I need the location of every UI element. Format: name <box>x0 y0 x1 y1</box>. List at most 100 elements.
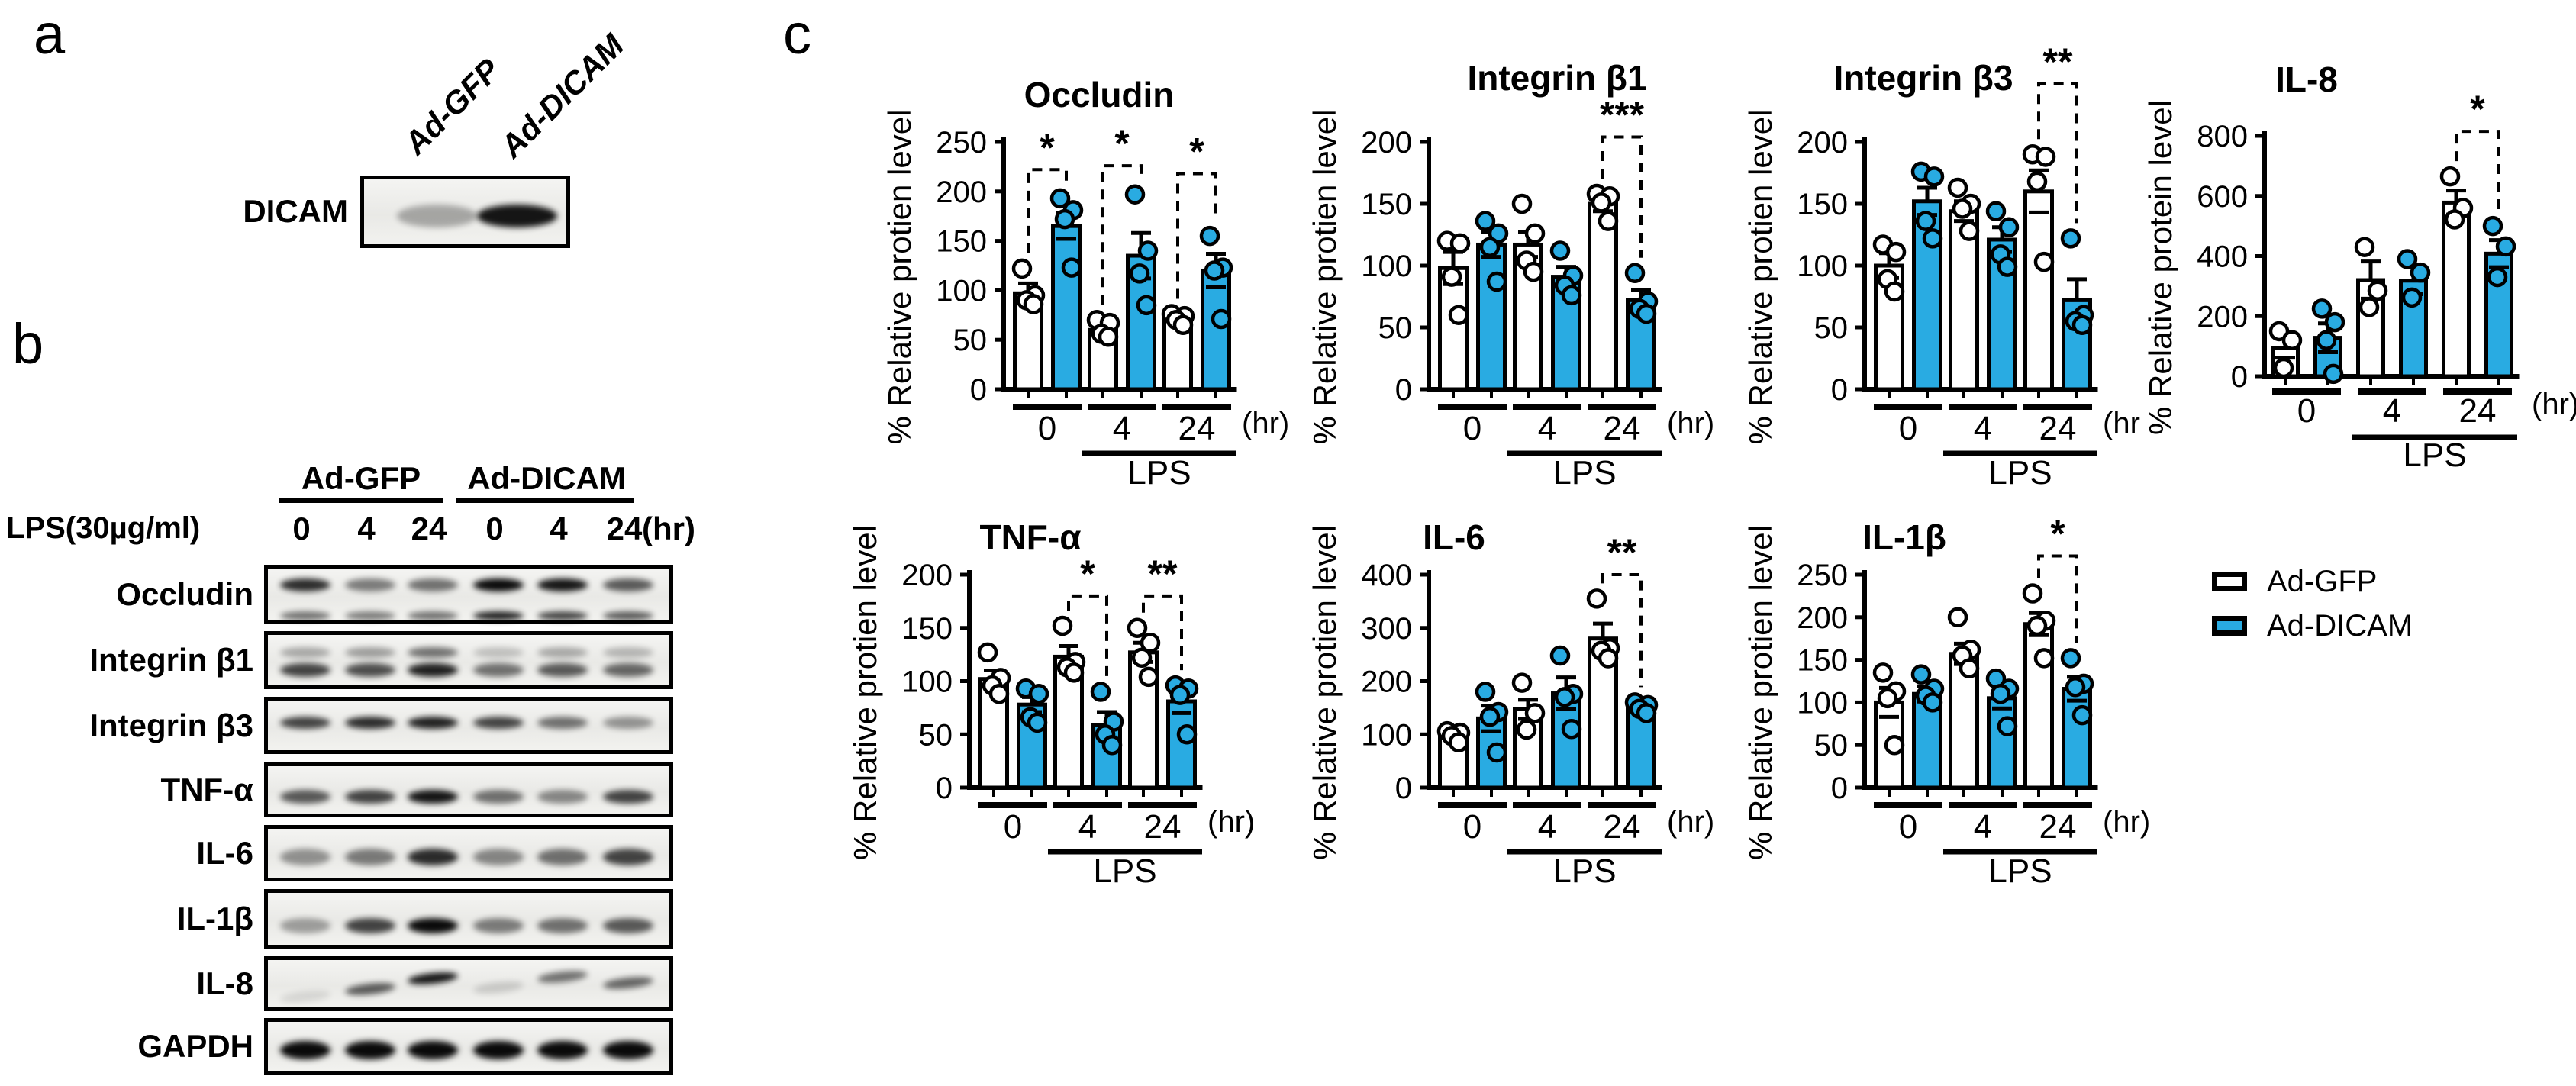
data-point <box>2439 166 2461 187</box>
y-tick-label: 150 <box>1797 188 1848 221</box>
blot-band <box>537 611 588 620</box>
data-point <box>2311 298 2333 319</box>
y-axis-label: % Relative protien level <box>1307 525 1343 860</box>
data-point <box>2354 237 2375 257</box>
hr-label: (hr) <box>2532 388 2576 421</box>
data-point <box>1922 228 1943 249</box>
blot-band <box>603 1041 653 1059</box>
y-tick-label: 200 <box>936 176 987 209</box>
bar-addicam-g2 <box>2062 687 2092 790</box>
panel-a-blot-label: DICAM <box>243 193 348 229</box>
blot-band <box>345 646 395 658</box>
bar-addicam-g2 <box>1201 268 1231 392</box>
data-point <box>1449 233 1471 254</box>
y-tick-label: 0 <box>2231 360 2248 394</box>
data-point <box>1027 712 1048 733</box>
data-point <box>1884 734 1905 756</box>
blot-band <box>537 646 588 658</box>
data-point <box>1204 260 1225 281</box>
bar-addicam-g1 <box>1987 696 2017 790</box>
data-point <box>988 683 1010 704</box>
blot-row-box <box>264 762 673 817</box>
data-point <box>1877 688 1898 709</box>
blot-band <box>603 578 653 592</box>
blot-band <box>603 849 653 865</box>
y-tick-label: 150 <box>1361 188 1412 221</box>
panel-b-header-addicam: Ad-DICAM <box>467 460 626 496</box>
blot-row-box <box>264 889 673 949</box>
group-label: 0 <box>1463 808 1481 846</box>
data-point <box>1061 257 1082 278</box>
y-tick-label: 150 <box>901 612 953 646</box>
data-point <box>2495 236 2516 257</box>
data-point <box>1959 221 1980 241</box>
sig-bracket <box>1601 135 1643 258</box>
data-point <box>1636 303 1657 324</box>
hr-label: (hr) <box>1242 407 1289 440</box>
data-point <box>1131 647 1153 669</box>
chart-title: Occludin <box>1024 75 1175 114</box>
blot-band <box>345 578 395 592</box>
blot-band <box>408 849 458 865</box>
y-tick-label: 800 <box>2197 120 2248 153</box>
data-point <box>1511 672 1533 693</box>
panel-b-header-rule-addicam <box>456 498 634 503</box>
y-tick-label: 50 <box>1378 311 1413 345</box>
bar-adgfp-g2 <box>2442 200 2471 379</box>
data-point <box>1885 241 1907 263</box>
y-tick-label: 250 <box>1797 559 1848 592</box>
lps-label: LPS <box>1988 454 2052 491</box>
y-tick-label: 200 <box>1797 601 1848 635</box>
data-point <box>1636 703 1657 723</box>
sig-label: ** <box>1607 531 1637 574</box>
blot-band <box>408 646 458 658</box>
chart-title: IL-8 <box>2275 60 2338 99</box>
data-point <box>1479 237 1501 257</box>
y-tick-label: 0 <box>1395 772 1412 805</box>
y-axis-label: % Relative protien level <box>1307 110 1343 445</box>
data-point <box>1137 240 1159 261</box>
panel-b-header-rule-adgfp <box>279 498 443 503</box>
blot-row-label: Occludin <box>116 575 253 612</box>
y-tick-label: 150 <box>1797 644 1848 678</box>
y-tick-label: 600 <box>2197 180 2248 214</box>
chart-tnfa: TNF-α % Relative protien level 0 50 100 150 20… <box>847 517 1255 890</box>
addicam-swatch <box>2212 616 2247 636</box>
blot-band <box>473 716 524 729</box>
group-label: 0 <box>2297 392 2316 430</box>
blot-band <box>408 917 458 933</box>
chart-itgb3: Integrin β3 % Relative protien level 0 50 10… <box>1743 40 2140 491</box>
group-label: 24 <box>1604 808 1641 846</box>
blot-row-box <box>264 825 673 881</box>
blot-band <box>345 716 395 729</box>
data-point <box>2324 311 2345 333</box>
blot-band <box>473 662 524 677</box>
data-point <box>2033 251 2055 272</box>
data-point <box>1124 184 1146 205</box>
blot-row-label: IL-8 <box>196 965 253 1001</box>
panel-b-time-point: 0 <box>292 511 311 546</box>
data-point <box>2367 280 2388 301</box>
data-point <box>2035 147 2056 167</box>
data-point <box>1598 648 1619 669</box>
data-point <box>1101 734 1123 756</box>
legend-item-addicam: Ad-DICAM <box>2212 611 2413 641</box>
blot-row-label: Integrin β1 <box>89 642 253 678</box>
y-tick-label: 0 <box>970 373 987 407</box>
blot-row-box <box>264 565 673 624</box>
y-tick-label: 200 <box>1361 126 1412 160</box>
bar-addicam-g0 <box>1051 224 1082 392</box>
chart-title: Integrin β1 <box>1467 58 1646 98</box>
data-point <box>1486 742 1507 763</box>
blot-row-label: Integrin β3 <box>89 707 253 743</box>
data-point <box>1947 177 1968 198</box>
lps-label: LPS <box>1552 454 1616 491</box>
blot-band <box>537 849 588 865</box>
group-label: 4 <box>1078 808 1097 846</box>
blot-band <box>473 1041 524 1059</box>
blot-band <box>473 917 524 933</box>
legend-item-adgfp: Ad-GFP <box>2212 566 2377 597</box>
blot-band <box>603 646 653 658</box>
y-tick-label: 200 <box>1797 126 1848 160</box>
blot-band <box>345 1041 395 1059</box>
